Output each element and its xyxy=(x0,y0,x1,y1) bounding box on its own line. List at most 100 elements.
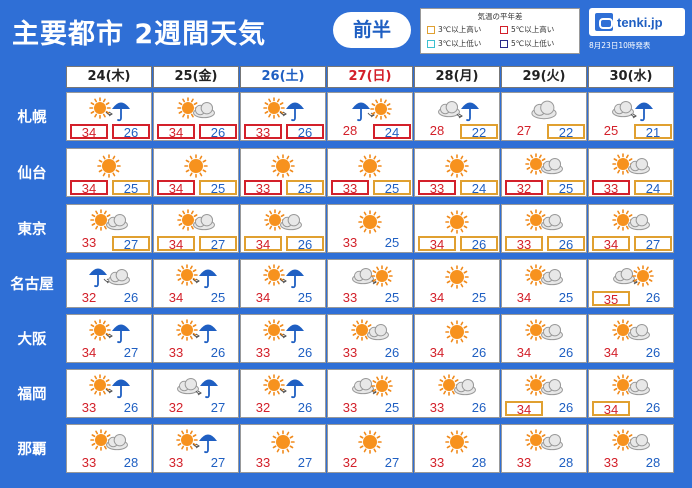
low-temp: 27 xyxy=(112,236,150,251)
forecast-cell: 33 26 xyxy=(153,314,239,363)
low-temp: 25 xyxy=(297,290,313,305)
sun-cloud-icon xyxy=(432,373,482,401)
city-name: 東京 xyxy=(17,222,47,238)
high-temp: 33 xyxy=(342,290,358,305)
forecast-cell: 34 26 xyxy=(240,204,326,253)
low-temp: 26 xyxy=(460,236,498,251)
cloud-sun-icon xyxy=(606,263,656,291)
high-temp: 33 xyxy=(342,400,358,415)
high-temp: 34 xyxy=(505,401,543,416)
forecast-cell: 33 25 xyxy=(327,259,413,308)
forecast-cell: 33 25 xyxy=(327,148,413,197)
low-temp: 25 xyxy=(199,180,237,195)
cloud-rain-icon xyxy=(606,96,656,124)
low-temp: 26 xyxy=(297,345,313,360)
high-temp: 34 xyxy=(592,401,630,416)
low-temp: 24 xyxy=(373,124,411,139)
half-badge: 前半 xyxy=(333,12,411,48)
high-temp: 34 xyxy=(157,180,195,195)
legend-item: 3℃以上低い xyxy=(427,38,500,49)
high-temp: 25 xyxy=(603,123,619,138)
high-temp: 33 xyxy=(168,345,184,360)
cloud-sun-icon xyxy=(345,373,395,401)
forecast-cell: 34 26 xyxy=(66,92,152,141)
sun-icon xyxy=(432,208,482,236)
forecast-cell: 34 26 xyxy=(588,314,674,363)
high-temp: 34 xyxy=(244,236,282,251)
forecast-cell: 33 25 xyxy=(240,148,326,197)
legend-swatch xyxy=(427,39,435,48)
high-temp: 32 xyxy=(505,180,543,195)
high-temp: 33 xyxy=(255,455,271,470)
forecast-cell: 34 26 xyxy=(414,204,500,253)
forecast-cell: 33 26 xyxy=(414,369,500,418)
forecast-cell: 33 26 xyxy=(66,369,152,418)
forecast-cell: 28 22 xyxy=(414,92,500,141)
high-temp: 32 xyxy=(342,455,358,470)
low-temp: 26 xyxy=(112,124,150,139)
forecast-cell: 34 26 xyxy=(153,92,239,141)
sun-icon xyxy=(345,208,395,236)
forecast-cell: 33 24 xyxy=(588,148,674,197)
cloud-icon xyxy=(519,96,569,124)
low-temp: 25 xyxy=(471,290,487,305)
forecast-cell: 25 21 xyxy=(588,92,674,141)
sun-rain-icon xyxy=(171,263,221,291)
day-header: 26(土) xyxy=(240,66,326,88)
forecast-cell: 34 27 xyxy=(66,314,152,363)
high-temp: 34 xyxy=(592,236,630,251)
low-temp: 26 xyxy=(286,236,324,251)
forecast-cell: 33 27 xyxy=(66,204,152,253)
forecast-cell: 35 26 xyxy=(588,259,674,308)
high-temp: 33 xyxy=(244,180,282,195)
sun-icon xyxy=(345,428,395,456)
high-temp: 33 xyxy=(81,455,97,470)
forecast-cell: 27 22 xyxy=(501,92,587,141)
city-name: 大阪 xyxy=(17,332,47,348)
sun-icon xyxy=(345,152,395,180)
sun-cloud-icon xyxy=(519,428,569,456)
low-temp: 28 xyxy=(558,455,574,470)
high-temp: 34 xyxy=(157,236,195,251)
forecast-cell: 33 28 xyxy=(588,424,674,473)
sun-cloud-icon xyxy=(606,428,656,456)
forecast-cell: 32 27 xyxy=(153,369,239,418)
low-temp: 28 xyxy=(645,455,661,470)
low-temp: 27 xyxy=(297,455,313,470)
high-temp: 34 xyxy=(429,345,445,360)
sun-cloud-icon xyxy=(519,373,569,401)
low-temp: 28 xyxy=(123,455,139,470)
high-temp: 33 xyxy=(516,455,532,470)
sun-icon xyxy=(258,428,308,456)
sun-icon xyxy=(432,152,482,180)
legend-item: 3℃以上高い xyxy=(427,24,500,35)
high-temp: 34 xyxy=(255,290,271,305)
forecast-cell: 33 26 xyxy=(240,92,326,141)
high-temp: 33 xyxy=(342,235,358,250)
sun-cloud-icon xyxy=(606,208,656,236)
low-temp: 25 xyxy=(373,180,411,195)
forecast-cell: 33 26 xyxy=(327,314,413,363)
low-temp: 24 xyxy=(634,180,672,195)
sun-icon xyxy=(432,263,482,291)
low-temp: 26 xyxy=(645,290,661,305)
low-temp: 25 xyxy=(384,235,400,250)
high-temp: 33 xyxy=(603,455,619,470)
sun-rain-icon xyxy=(258,96,308,124)
sun-cloud-icon xyxy=(84,208,134,236)
sun-rain-icon xyxy=(171,428,221,456)
low-temp: 26 xyxy=(471,345,487,360)
sun-rain-icon xyxy=(258,318,308,346)
high-temp: 34 xyxy=(168,290,184,305)
page-title: 主要都市 2週間天気 xyxy=(12,19,267,50)
high-temp: 32 xyxy=(168,400,184,415)
high-temp: 28 xyxy=(342,123,358,138)
forecast-cell: 33 25 xyxy=(327,204,413,253)
forecast-cell: 34 25 xyxy=(240,259,326,308)
city-name: 那覇 xyxy=(17,442,47,458)
legend-label: 5℃以上高い xyxy=(511,25,555,34)
sun-cloud-icon xyxy=(519,152,569,180)
forecast-cell: 34 25 xyxy=(414,259,500,308)
low-temp: 25 xyxy=(210,290,226,305)
legend-swatch xyxy=(427,25,435,34)
